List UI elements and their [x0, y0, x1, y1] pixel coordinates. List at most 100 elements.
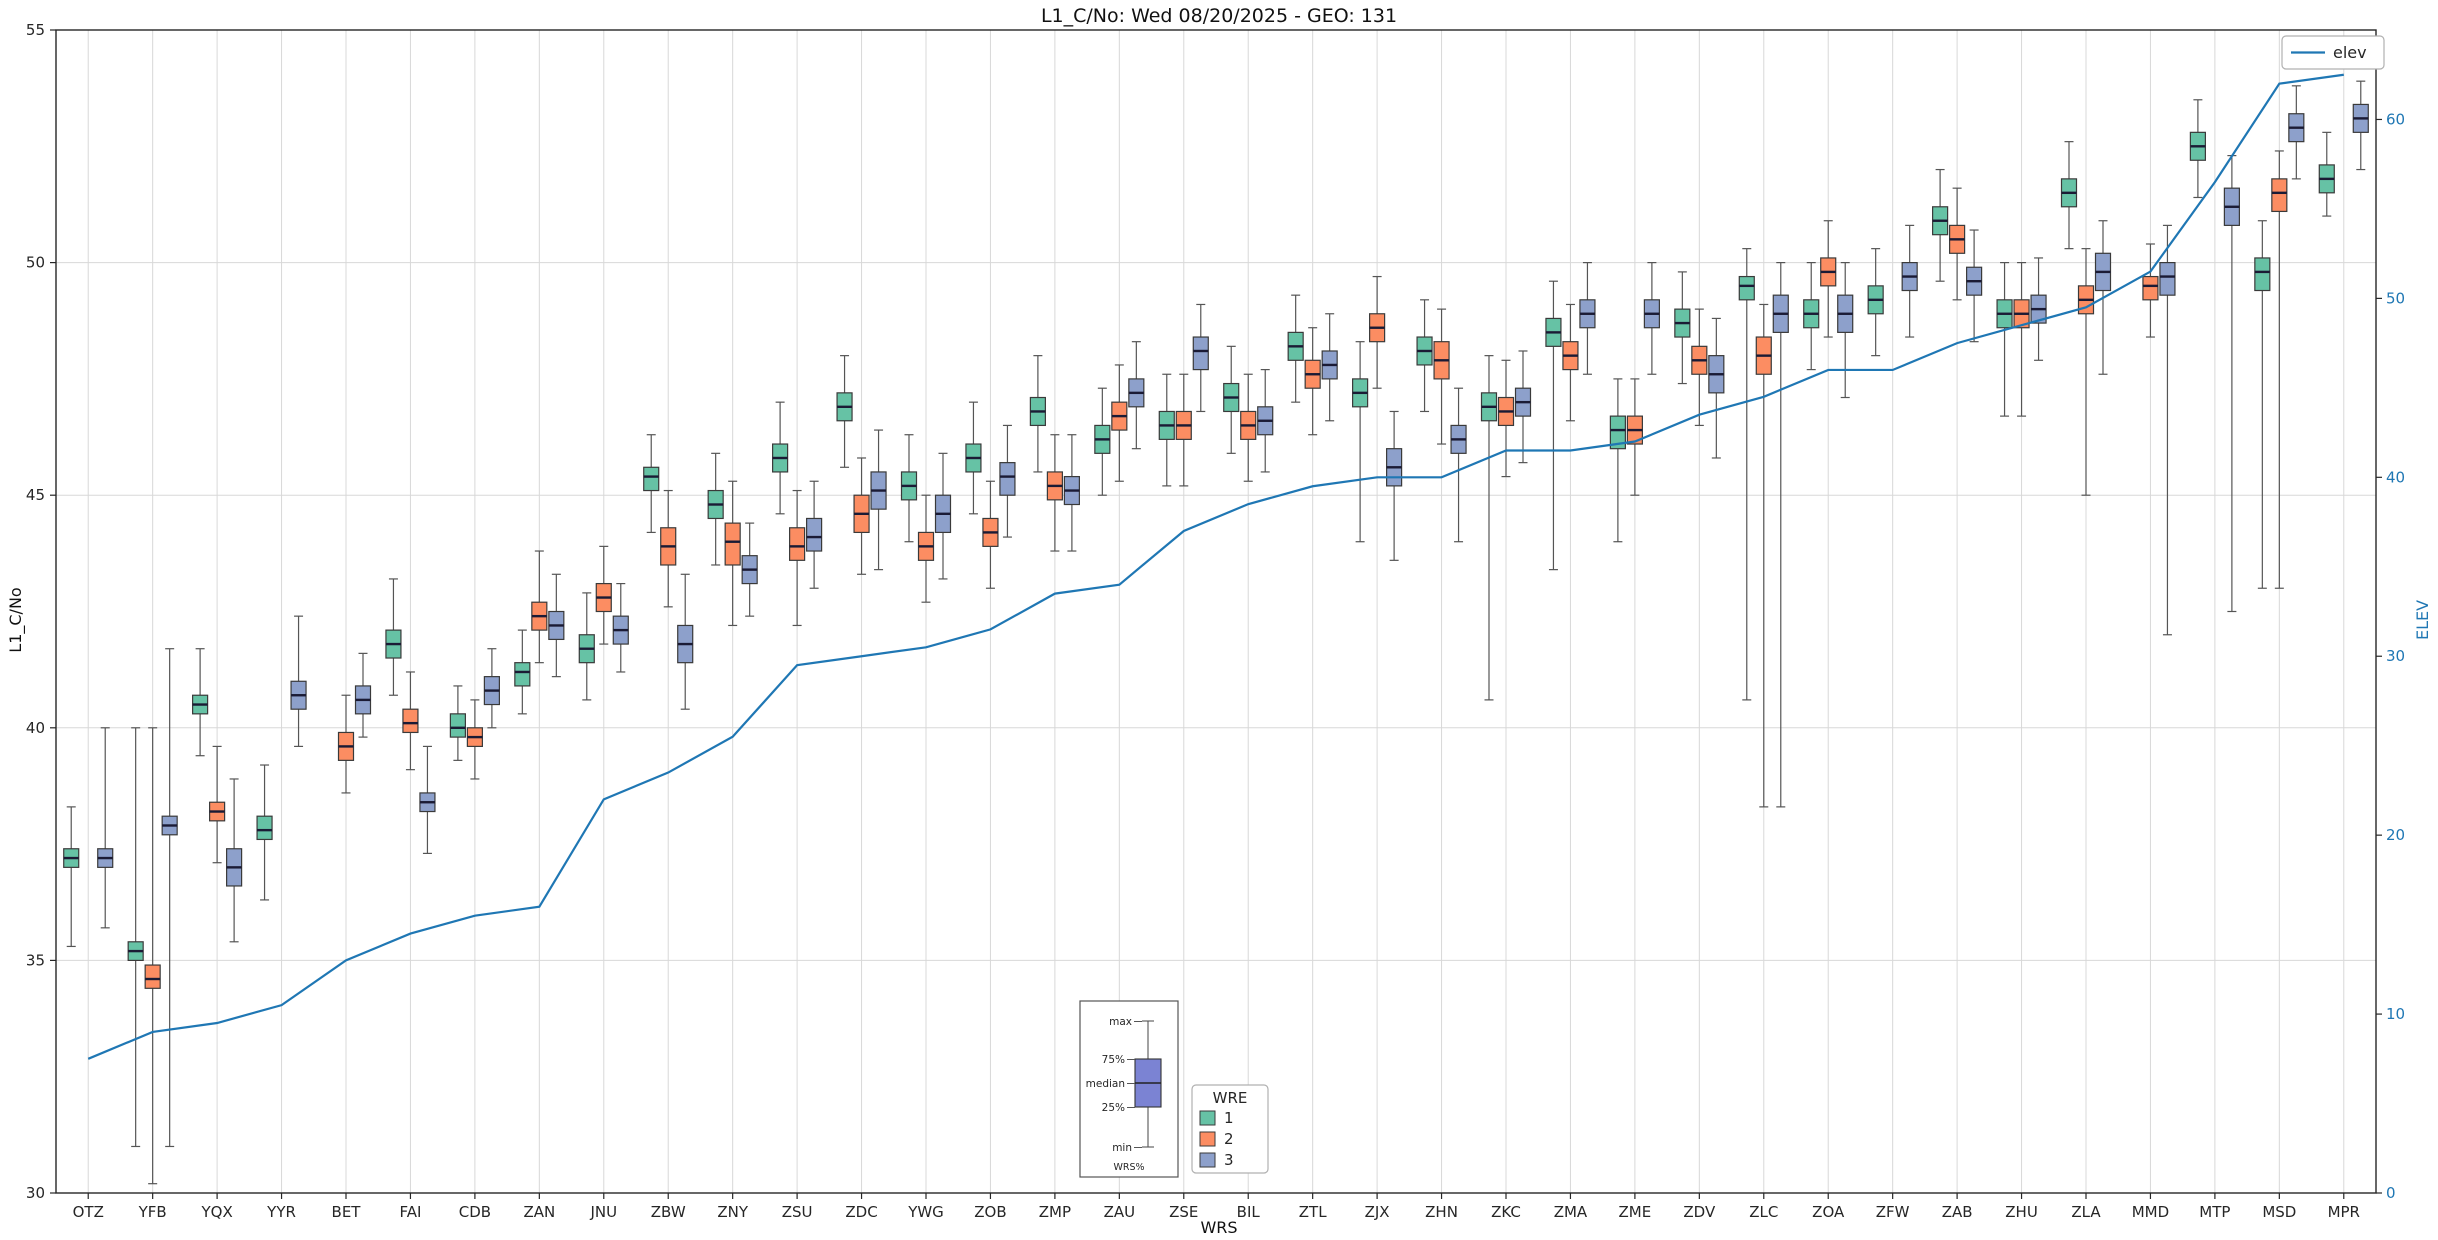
legend-swatch	[1199, 1110, 1216, 1126]
y-tick-label-left: 45	[26, 486, 45, 504]
legend-elev-label: elev	[2333, 43, 2367, 62]
box	[1738, 275, 1755, 301]
y-tick-label-left: 50	[26, 254, 45, 272]
x-category-label: ZFW	[1876, 1203, 1910, 1221]
x-category-label: YWG	[907, 1203, 944, 1221]
x-category-label: BIL	[1237, 1203, 1261, 1221]
x-category-label: ZJX	[1365, 1203, 1390, 1221]
legend-frame	[1191, 1084, 1269, 1174]
y-axis-label-right: ELEV	[2413, 599, 2432, 641]
x-category-label: ZLC	[1749, 1203, 1778, 1221]
x-category-label: ZDC	[845, 1203, 877, 1221]
x-category-label: ZAN	[523, 1203, 555, 1221]
x-category-label: ZAU	[1104, 1203, 1136, 1221]
legend-elev: elev	[2281, 35, 2385, 70]
box	[789, 527, 806, 561]
inset-caption: WRS%	[1113, 1162, 1144, 1173]
y-tick-label-left: 55	[26, 21, 45, 39]
boxplot-series-3	[97, 80, 2369, 1148]
x-category-label: YFB	[138, 1203, 167, 1221]
x-category-label: MMD	[2132, 1203, 2169, 1221]
x-category-label: MTP	[2199, 1203, 2230, 1221]
box	[449, 713, 466, 738]
x-category-label: ZHN	[1425, 1203, 1458, 1221]
legend-wre-item-label: 1	[1224, 1109, 1234, 1127]
x-category-label: ZOB	[974, 1203, 1006, 1221]
inset-label: 75%	[1102, 1054, 1125, 1066]
inset-frame	[1079, 1000, 1179, 1178]
inset-label: min	[1112, 1142, 1132, 1154]
boxplot-series-1	[63, 99, 2335, 1148]
y-tick-label-right: 0	[2386, 1184, 2396, 1202]
x-category-label: OTZ	[73, 1203, 104, 1221]
y-axis-label-left: L1_C/No	[6, 587, 25, 653]
box	[1609, 415, 1626, 450]
x-category-label: JNU	[589, 1203, 617, 1221]
x-category-label: ZKC	[1491, 1203, 1521, 1221]
grid	[56, 29, 2376, 1194]
x-category-label: ZTL	[1299, 1203, 1327, 1221]
box	[2254, 257, 2271, 292]
x-category-label: ZMA	[1554, 1203, 1588, 1221]
y-tick-label-right: 10	[2386, 1005, 2405, 1023]
legend-frame	[2281, 35, 2385, 70]
box	[2159, 262, 2176, 296]
box	[256, 815, 273, 841]
box	[2142, 275, 2159, 301]
y-tick-label-right: 40	[2386, 468, 2405, 486]
box	[2271, 178, 2288, 213]
y-tick-label-right: 60	[2386, 110, 2405, 128]
box	[643, 466, 660, 492]
plot-frame	[55, 29, 2377, 1194]
x-category-label: CDB	[459, 1203, 491, 1221]
y-tick-label-left: 40	[26, 719, 45, 737]
boxplot-inset: max 75% median 25% min WRS%	[1079, 1000, 1179, 1178]
elev-line	[87, 73, 2344, 1060]
box	[144, 964, 161, 989]
x-category-label: MPR	[2328, 1203, 2360, 1221]
legend-swatch	[1199, 1152, 1216, 1168]
x-category-label: ZAB	[1942, 1203, 1973, 1221]
x-category-label: ZOA	[1812, 1203, 1845, 1221]
x-axis: OTZ YFB YQX YYR BET FAI CDB ZAN JNU ZBW ZNY ZSU ZDC Y…	[73, 1193, 2360, 1221]
x-category-label: ZSE	[1169, 1203, 1198, 1221]
box	[514, 662, 531, 687]
legend-wre-title: WRE	[1213, 1089, 1248, 1107]
y-tick-label-right: 20	[2386, 826, 2405, 844]
x-category-label: ZMP	[1039, 1203, 1071, 1221]
legend-wre: WRE 1 2 3	[1191, 1084, 1269, 1174]
x-category-label: ZSU	[782, 1203, 813, 1221]
box	[724, 522, 741, 566]
y-tick-label-right: 30	[2386, 647, 2405, 665]
y-axis-left: 30 35 40 45 50 55	[26, 21, 56, 1202]
boxplot-series-2	[144, 150, 2288, 1185]
inset-label: median	[1086, 1078, 1125, 1090]
y-tick-label-right: 50	[2386, 289, 2405, 307]
x-category-label: ZLA	[2071, 1203, 2101, 1221]
inset-label: 25%	[1102, 1102, 1125, 1114]
x-category-label: BET	[332, 1203, 362, 1221]
x-category-label: YYR	[266, 1203, 296, 1221]
box	[1192, 336, 1209, 371]
legend-wre-item-label: 3	[1224, 1151, 1234, 1169]
x-category-label: ZHU	[2005, 1203, 2038, 1221]
x-category-label: MSD	[2262, 1203, 2296, 1221]
x-category-label: YQX	[200, 1203, 232, 1221]
x-axis-label: WRS	[1200, 1218, 1238, 1237]
y-tick-label-left: 35	[26, 951, 45, 969]
y-axis-right: 0 10 20 30 40 50 60	[2376, 110, 2405, 1202]
y-tick-label-left: 30	[26, 1184, 45, 1202]
box	[999, 462, 1016, 496]
x-category-label: ZNY	[717, 1203, 748, 1221]
inset-label: max	[1109, 1016, 1132, 1028]
x-category-label: ZBW	[651, 1203, 686, 1221]
chart-title: L1_C/No: Wed 08/20/2025 - GEO: 131	[1040, 5, 1398, 27]
legend-wre-item-label: 2	[1224, 1130, 1234, 1148]
box	[806, 517, 823, 552]
x-category-label: FAI	[399, 1203, 421, 1221]
x-category-label: ZME	[1619, 1203, 1652, 1221]
box	[402, 708, 419, 734]
legend-swatch	[1199, 1131, 1216, 1147]
